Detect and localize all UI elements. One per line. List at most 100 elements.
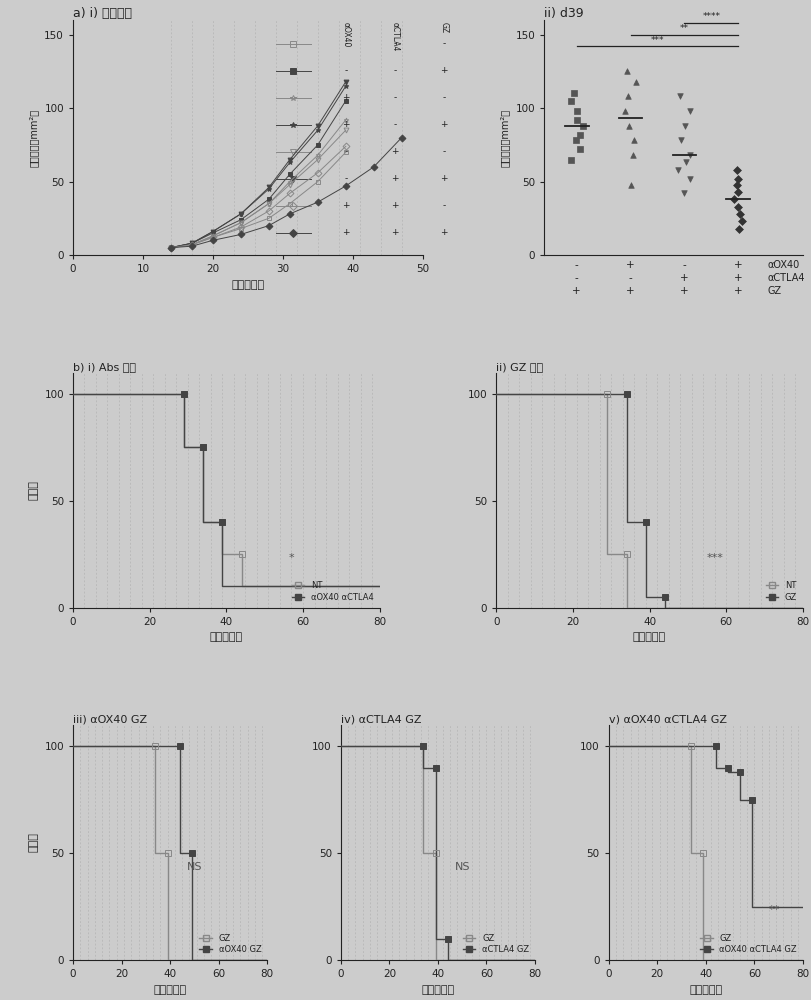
Point	[732, 221, 745, 237]
Text: -: -	[442, 93, 445, 102]
Text: iii) αOX40 GZ: iii) αOX40 GZ	[73, 714, 147, 724]
Point	[577, 118, 590, 134]
Legend: GZ, αCTLA4 GZ: GZ, αCTLA4 GZ	[461, 932, 531, 956]
Text: +: +	[342, 228, 350, 237]
Text: -: -	[393, 120, 397, 129]
Point	[564, 93, 577, 109]
Text: +: +	[626, 260, 635, 270]
Point	[571, 112, 584, 128]
Text: b) i) Abs 单独: b) i) Abs 单独	[73, 362, 136, 372]
Point	[684, 171, 697, 187]
Text: -: -	[344, 174, 347, 183]
Point	[734, 206, 747, 222]
Point	[564, 152, 577, 168]
Text: ***: ***	[650, 36, 664, 45]
X-axis label: 时间（天）: 时间（天）	[633, 632, 666, 642]
Point	[574, 141, 587, 157]
Point	[672, 162, 684, 178]
Point	[732, 184, 744, 200]
Legend: GZ, αOX40 αCTLA4 GZ: GZ, αOX40 αCTLA4 GZ	[698, 932, 799, 956]
Text: -: -	[344, 147, 347, 156]
Text: -: -	[683, 260, 686, 270]
Text: v) αOX40 αCTLA4 GZ: v) αOX40 αCTLA4 GZ	[609, 714, 727, 724]
Text: +: +	[391, 228, 398, 237]
Text: -: -	[575, 273, 578, 283]
X-axis label: 时间（天）: 时间（天）	[689, 985, 723, 995]
Point	[573, 127, 586, 143]
Text: +: +	[680, 273, 689, 283]
Point	[570, 103, 583, 119]
Y-axis label: 生存率: 生存率	[28, 833, 39, 852]
Point	[680, 154, 693, 170]
Text: -: -	[393, 93, 397, 102]
Text: +: +	[573, 286, 581, 296]
Point	[683, 103, 696, 119]
Point	[732, 171, 744, 187]
Text: -: -	[393, 39, 397, 48]
Text: +: +	[391, 147, 398, 156]
Text: +: +	[440, 228, 448, 237]
Point	[567, 85, 580, 101]
Text: +: +	[734, 260, 743, 270]
Point	[730, 162, 743, 178]
Text: a) i) 平均面积: a) i) 平均面积	[73, 7, 132, 20]
Text: -: -	[442, 147, 445, 156]
Text: +: +	[680, 286, 689, 296]
Point	[626, 147, 639, 163]
Point	[679, 118, 692, 134]
Point	[730, 176, 743, 192]
Text: +: +	[626, 286, 635, 296]
Point	[673, 88, 686, 104]
Text: ****: ****	[702, 12, 720, 21]
X-axis label: 时间（天）: 时间（天）	[210, 632, 242, 642]
X-axis label: 时间（天）: 时间（天）	[422, 985, 454, 995]
Point	[677, 185, 690, 201]
Text: **: **	[680, 24, 689, 33]
Text: *: *	[289, 552, 294, 562]
Point	[621, 88, 634, 104]
Text: αOX40: αOX40	[768, 260, 800, 270]
Point	[628, 132, 641, 148]
Point	[735, 213, 748, 229]
Text: +: +	[734, 286, 743, 296]
Legend: NT, αOX40 αCTLA4: NT, αOX40 αCTLA4	[290, 579, 375, 603]
Point	[684, 147, 697, 163]
Text: -: -	[393, 66, 397, 75]
Text: ii) GZ 单独: ii) GZ 单独	[496, 362, 543, 372]
Point	[732, 199, 744, 215]
X-axis label: 时间（天）: 时间（天）	[231, 280, 264, 290]
Text: +: +	[440, 66, 448, 75]
Point	[623, 118, 636, 134]
Text: **: **	[768, 905, 779, 915]
Point	[675, 132, 688, 148]
Text: αCTLA4: αCTLA4	[768, 273, 805, 283]
Text: -: -	[344, 66, 347, 75]
Point	[624, 176, 637, 192]
Text: +: +	[440, 174, 448, 183]
Text: ***: ***	[706, 552, 723, 562]
Text: GZ: GZ	[768, 286, 782, 296]
Text: -: -	[344, 39, 347, 48]
Text: +: +	[440, 120, 448, 129]
Text: +: +	[342, 201, 350, 210]
Text: -: -	[575, 260, 578, 270]
Text: -: -	[442, 201, 445, 210]
Text: αOX40: αOX40	[341, 22, 350, 48]
Text: +: +	[391, 174, 398, 183]
Text: ii) d39: ii) d39	[544, 7, 584, 20]
Text: -: -	[629, 273, 633, 283]
Point	[728, 191, 741, 207]
Text: NS: NS	[454, 862, 470, 872]
Text: αCTLA4: αCTLA4	[390, 22, 399, 52]
Text: +: +	[342, 93, 350, 102]
Point	[629, 74, 642, 90]
Text: -: -	[442, 39, 445, 48]
Legend: NT, GZ: NT, GZ	[764, 579, 799, 603]
Text: GZ: GZ	[440, 22, 448, 33]
Legend: GZ, αOX40 GZ: GZ, αOX40 GZ	[198, 932, 263, 956]
Point	[619, 103, 632, 119]
Text: +: +	[734, 273, 743, 283]
Y-axis label: 肟癌面积（mm²）: 肟癌面积（mm²）	[28, 108, 39, 167]
Text: +: +	[342, 120, 350, 129]
Text: NS: NS	[187, 862, 202, 872]
